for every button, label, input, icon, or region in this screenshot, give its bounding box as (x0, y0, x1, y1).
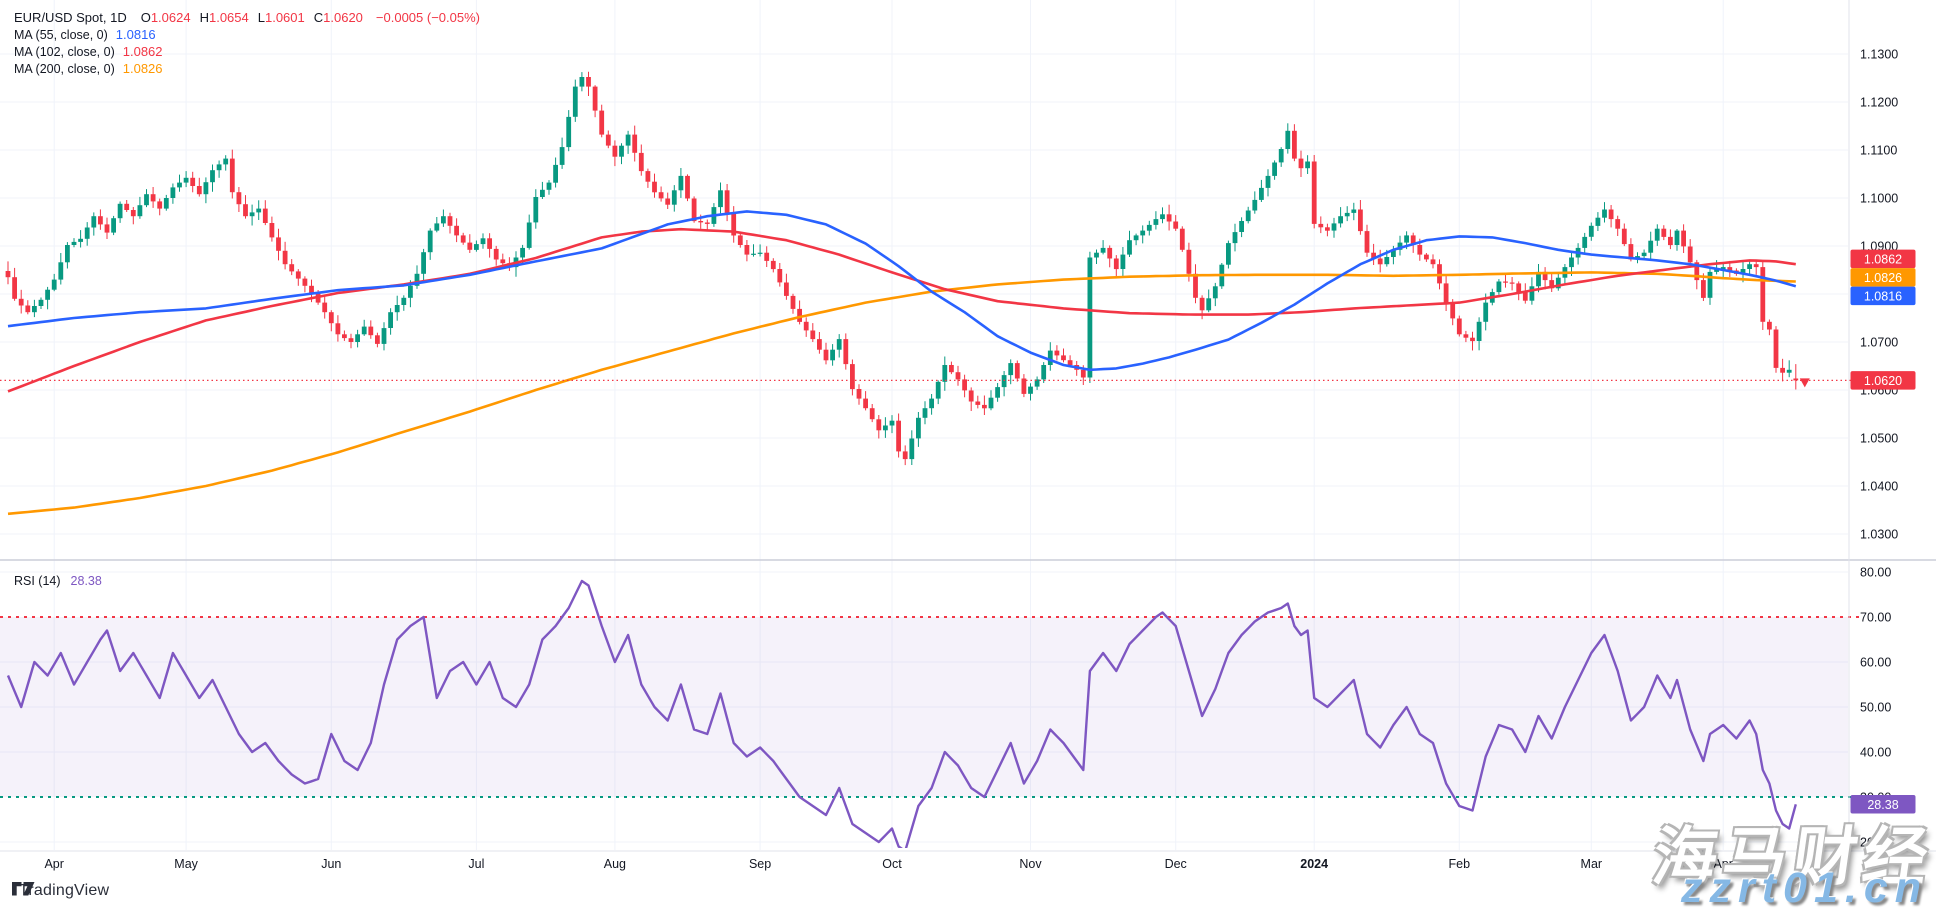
rsi-legend-row[interactable]: RSI (14) 28.38 (14, 574, 102, 588)
ma102-legend-row[interactable]: MA (102, close, 0) 1.0862 (14, 44, 480, 59)
rsi-value: 28.38 (70, 574, 102, 588)
main-legend: EUR/USD Spot, 1D O1.0624 H1.0654 L1.0601 C1.… (14, 10, 480, 78)
rsi-line (6, 579, 1797, 848)
ma-price-tag: 1.0826 (1850, 268, 1916, 287)
ma102-value: 1.0862 (122, 44, 163, 59)
time-axis-tick[interactable]: Mar (1581, 857, 1603, 871)
rsi-band (0, 617, 1848, 797)
tradingview-brand-text: TradingView (19, 882, 110, 899)
rsi-value-tag: 28.38 (1850, 795, 1916, 814)
svg-text:1.0816: 1.0816 (1864, 289, 1902, 303)
ma55-line (7, 210, 1797, 372)
rsi-axis-tick[interactable]: 80.00 (1860, 566, 1891, 580)
svg-text:1.0826: 1.0826 (1864, 271, 1902, 285)
change-value: −0.0005 (−0.05%) (375, 10, 480, 25)
ma200-legend-row[interactable]: MA (200, close, 0) 1.0826 (14, 61, 480, 76)
svg-text:1.0620: 1.0620 (1864, 374, 1902, 388)
high-value: H1.0654 (199, 10, 249, 25)
open-value: O1.0624 (140, 10, 191, 25)
time-axis-tick[interactable]: Oct (882, 857, 902, 871)
time-axis-tick[interactable]: Feb (1449, 857, 1471, 871)
time-axis-tick[interactable]: Dec (1165, 857, 1187, 871)
ma-price-tag: 1.0816 (1850, 286, 1916, 306)
time-axis-tick[interactable]: Apr (1713, 857, 1732, 871)
rsi-axis-tick[interactable]: 70.00 (1860, 611, 1891, 625)
price-axis-tick[interactable]: 1.0700 (1860, 336, 1898, 350)
rsi-axis-tick[interactable]: 20.00 (1860, 836, 1891, 850)
ma55-label: MA (55, close, 0) (14, 28, 108, 42)
tradingview-logo[interactable]: TradingView (12, 882, 109, 900)
ma102-line (7, 227, 1796, 393)
ma55-value: 1.0816 (115, 27, 156, 42)
svg-text:28.38: 28.38 (1867, 798, 1898, 812)
time-axis-tick[interactable]: Aug (604, 857, 626, 871)
price-axis-tick[interactable]: 1.1300 (1860, 48, 1898, 62)
time-axis-tick[interactable]: 2024 (1300, 857, 1328, 871)
ma200-line (7, 271, 1796, 516)
ma102-label: MA (102, close, 0) (14, 45, 115, 59)
candles (5, 71, 1799, 466)
symbol-title: EUR/USD Spot, 1D (14, 10, 127, 25)
price-axis-tick[interactable]: 1.1200 (1860, 96, 1898, 110)
ma-price-tag: 1.0862 (1850, 249, 1916, 269)
price-axis-tick[interactable]: 1.0500 (1860, 432, 1898, 446)
price-axis-tick[interactable]: 1.1000 (1860, 192, 1898, 206)
time-axis-tick[interactable]: Jun (321, 857, 341, 871)
symbol-row[interactable]: EUR/USD Spot, 1D O1.0624 H1.0654 L1.0601 C1.… (14, 10, 480, 25)
rsi-axis-tick[interactable]: 40.00 (1860, 746, 1891, 760)
svg-text:1.0862: 1.0862 (1864, 252, 1902, 266)
price-axis-tick[interactable]: 1.1100 (1860, 144, 1897, 158)
rsi-axis-tick[interactable]: 60.00 (1860, 656, 1891, 670)
rsi-axis-tick[interactable]: 50.00 (1860, 701, 1891, 715)
rsi-label: RSI (14) (14, 574, 61, 588)
time-axis-tick[interactable]: Nov (1019, 857, 1042, 871)
time-axis-tick[interactable]: Apr (44, 857, 63, 871)
ma200-label: MA (200, close, 0) (14, 62, 115, 76)
ma200-value: 1.0826 (122, 61, 163, 76)
watermark-site-url: zzrt01.cn (1680, 864, 1928, 910)
tradingview-icon (12, 882, 35, 896)
price-axis-tick[interactable]: 1.0300 (1860, 528, 1898, 542)
price-down-arrow (1799, 378, 1810, 388)
ma55-legend-row[interactable]: MA (55, close, 0) 1.0816 (14, 27, 480, 42)
time-axis-tick[interactable]: May (174, 857, 198, 871)
last-price-tag: 1.0620 (1850, 371, 1916, 390)
close-value: C1.0620 (313, 10, 363, 25)
time-axis-tick[interactable]: Jul (468, 857, 484, 871)
price-axis-tick[interactable]: 1.0400 (1860, 480, 1898, 494)
low-value: L1.0601 (257, 10, 305, 25)
time-axis-tick[interactable]: Sep (749, 857, 771, 871)
